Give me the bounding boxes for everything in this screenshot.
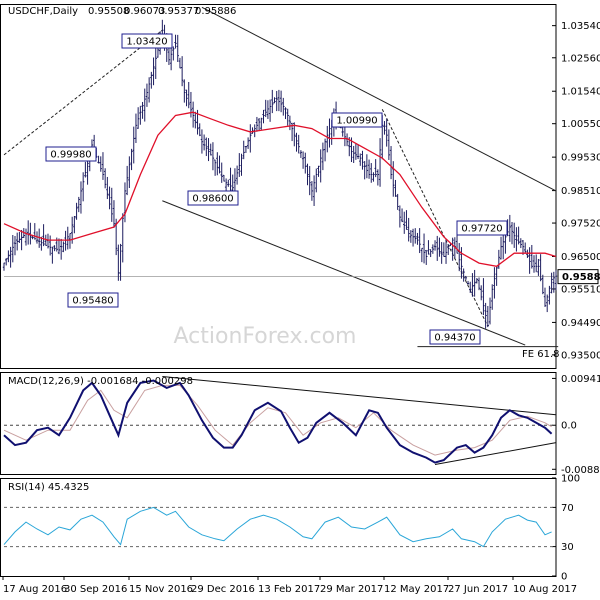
moving-average-line <box>3 111 557 267</box>
annotation-label: 0.99980 <box>50 150 91 161</box>
trend-line <box>3 29 163 156</box>
macd-panel-frame <box>0 372 557 475</box>
annotation-label: 1.03420 <box>126 37 167 48</box>
annotation-label: 0.98600 <box>192 194 233 205</box>
annotation-box <box>456 220 508 236</box>
annotation-label: 0.97720 <box>461 224 502 235</box>
rsi-y-tick-label: 100 <box>561 474 580 485</box>
x-tick-label: 15 Nov 2016 <box>129 584 193 595</box>
price-chart-title: USDCHF,Daily <box>8 6 78 17</box>
x-tick-label: 29 Mar 2017 <box>320 584 383 595</box>
annotation-label: 0.95480 <box>72 296 113 307</box>
rsi-y-tick-label: 70 <box>561 503 574 514</box>
rsi-panel-frame <box>0 478 557 577</box>
macd-panel: 0.009411 0.0 -0.008852 MACD(12,26,9) -0.001… <box>0 372 600 476</box>
x-tick-label: 13 Feb 2017 <box>258 584 320 595</box>
last-price-value: 0.95886 <box>562 272 600 283</box>
rsi-y-tick-label: 0 <box>561 572 567 583</box>
annotation-box <box>121 33 173 49</box>
annotation-box <box>45 146 97 162</box>
price-y-tick-label: 1.03540 <box>561 21 600 32</box>
x-tick-label: 12 May 2017 <box>384 584 449 595</box>
last-price-tag <box>557 269 599 285</box>
price-y-tick-label: 0.97520 <box>561 219 600 230</box>
price-y-tick-label: 0.99530 <box>561 153 600 164</box>
x-tick-label: 17 Aug 2016 <box>3 584 67 595</box>
ohlc-value: 0.96073 <box>124 6 165 17</box>
annotation-label: FE 61.8 <box>522 349 560 360</box>
price-y-tick-label: 0.96500 <box>561 252 600 263</box>
annotation-box <box>331 112 383 128</box>
price-y-tick-label: 1.02560 <box>561 53 600 64</box>
rsi-panel: 100 70 30 0 RSI(14) 45.4325 <box>0 474 580 583</box>
watermark: ActionForex.com <box>174 324 357 349</box>
trend-line <box>201 6 557 192</box>
ohlc-value: 0.95886 <box>195 6 236 17</box>
annotation-box <box>429 329 481 345</box>
price-y-tick-label: 0.95510 <box>561 284 600 295</box>
x-tick-label: 29 Dec 2016 <box>191 584 255 595</box>
price-panel: ActionForex.com 1.03540 1.02560 1.01540 1.00… <box>0 4 600 369</box>
rsi-y-tick-label: 30 <box>561 542 574 553</box>
x-tick-label: 10 Aug 2017 <box>513 584 577 595</box>
rsi-line <box>3 506 552 548</box>
price-y-tick-label: 0.93500 <box>561 350 600 361</box>
annotation-box <box>187 190 239 206</box>
macd-line <box>3 379 553 464</box>
annotation-label: 0.94370 <box>434 333 475 344</box>
macd-title: MACD(12,26,9) -0.001684 -0.000298 <box>8 376 193 387</box>
macd-y-tick-label: 0.009411 <box>561 374 600 385</box>
macd-trend-line-lower <box>434 442 557 466</box>
price-y-tick-label: 0.94490 <box>561 318 600 329</box>
macd-y-tick-label: 0.0 <box>561 421 577 432</box>
price-y-tick-label: 1.01540 <box>561 87 600 98</box>
x-tick-label: 27 Jun 2017 <box>448 584 508 595</box>
macd-trend-line-upper <box>162 375 557 416</box>
annotation-box <box>67 292 119 308</box>
annotation-label: 1.00990 <box>336 116 377 127</box>
ohlc-value: 0.95508 <box>88 6 129 17</box>
macd-y-tick-label: -0.008852 <box>561 465 600 476</box>
price-y-tick-label: 0.98510 <box>561 186 600 197</box>
trend-line <box>162 200 526 346</box>
macd-signal-line <box>3 384 552 456</box>
x-tick-label: 30 Sep 2016 <box>64 584 127 595</box>
ohlc-value: 0.95377 <box>158 6 199 17</box>
price-panel-frame <box>0 4 557 369</box>
rsi-title: RSI(14) 45.4325 <box>8 482 89 493</box>
price-y-tick-label: 1.00550 <box>561 119 600 130</box>
